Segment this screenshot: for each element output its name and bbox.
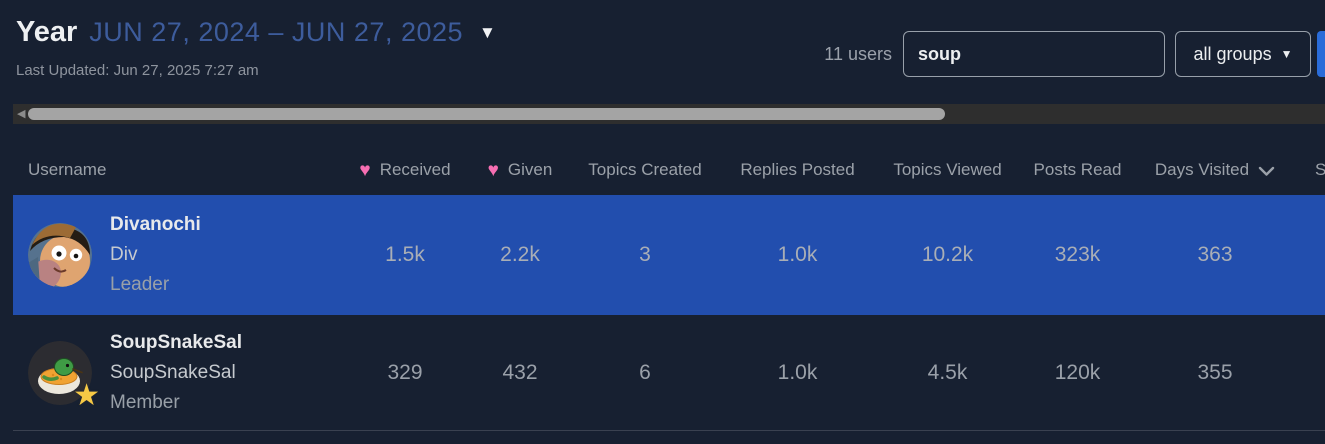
- user-identity: Divanochi Div Leader: [110, 210, 201, 300]
- column-header-likes-received[interactable]: ♥ Received: [359, 159, 451, 181]
- horizontal-scrollbar[interactable]: ◀: [13, 104, 1325, 124]
- username-link[interactable]: Divanochi: [110, 214, 201, 235]
- sort-chevron-down-icon: [1258, 166, 1275, 177]
- cell-topics-created: 6: [639, 360, 651, 384]
- user-title: Member: [110, 391, 180, 413]
- cell-likes-received: 329: [387, 360, 423, 384]
- scroll-left-arrow-icon[interactable]: ◀: [17, 108, 26, 120]
- period-selector[interactable]: Year JUN 27, 2024 – JUN 27, 2025 ▼: [16, 16, 496, 49]
- avatar[interactable]: ★: [28, 340, 100, 410]
- column-header-likes-given[interactable]: ♥ Given: [487, 159, 553, 181]
- caret-down-icon[interactable]: ▼: [479, 22, 496, 42]
- cell-posts-read: 323k: [1054, 243, 1101, 266]
- user-title: Leader: [110, 274, 170, 295]
- user-fullname: SoupSnakeSal: [110, 361, 236, 383]
- user-cell: Divanochi Div Leader: [13, 210, 340, 300]
- table-header-row: Username ♥ Received ♥ Given Topics Creat…: [13, 145, 1325, 195]
- title-area: Year JUN 27, 2024 – JUN 27, 2025 ▼ Last …: [16, 16, 496, 79]
- scrollbar-thumb[interactable]: [28, 108, 946, 120]
- column-header-topics-viewed[interactable]: Topics Viewed: [893, 160, 1002, 179]
- column-header-topics-created[interactable]: Topics Created: [588, 160, 702, 179]
- avatar-image-divanochi: [28, 223, 92, 287]
- cell-posts-read: 120k: [1054, 360, 1101, 384]
- cell-days-visited: 363: [1197, 243, 1233, 266]
- username-link[interactable]: SoupSnakeSal: [110, 331, 242, 353]
- cell-topics-viewed: 10.2k: [921, 243, 974, 266]
- cell-likes-given: 432: [502, 360, 538, 384]
- table-row[interactable]: Divanochi Div Leader 1.5k 2.2k 3 1.0k 10…: [13, 195, 1325, 315]
- table-viewport: Username ♥ Received ♥ Given Topics Creat…: [0, 145, 1325, 444]
- cell-likes-received: 1.5k: [385, 243, 425, 266]
- cell-days-visited: 355: [1197, 360, 1233, 384]
- groups-dropdown[interactable]: all groups ▼: [1175, 31, 1311, 77]
- table-row[interactable]: ★ SoupSnakeSal SoupSnakeSal Member 329 4…: [13, 315, 1325, 431]
- heart-icon: ♥: [359, 159, 371, 181]
- column-header-days-visited[interactable]: Days Visited: [1135, 160, 1295, 180]
- user-directory-table: Username ♥ Received ♥ Given Topics Creat…: [13, 145, 1325, 431]
- column-header-posts-read[interactable]: Posts Read: [1033, 160, 1122, 179]
- date-range: JUN 27, 2024 – JUN 27, 2025: [89, 17, 464, 47]
- user-identity: SoupSnakeSal SoupSnakeSal Member: [110, 328, 242, 418]
- avatar-image-soupsnakesal: [28, 340, 92, 405]
- user-cell: ★ SoupSnakeSal SoupSnakeSal Member: [13, 328, 340, 418]
- cell-topics-viewed: 4.5k: [927, 360, 968, 384]
- groups-dropdown-label: all groups: [1193, 43, 1272, 64]
- search-input[interactable]: [903, 31, 1165, 77]
- user-fullname: Div: [110, 244, 138, 265]
- page-title: Year: [16, 16, 78, 48]
- last-updated-text: Last Updated: Jun 27, 2025 7:27 am: [16, 62, 259, 79]
- avatar[interactable]: [28, 223, 92, 287]
- caret-down-icon: ▼: [1280, 47, 1293, 61]
- users-count: 11 users: [824, 43, 892, 64]
- cell-replies-posted: 1.0k: [777, 360, 818, 384]
- edge-clipped-button[interactable]: [1317, 31, 1325, 77]
- header-controls: 11 users all groups ▼: [824, 31, 1325, 77]
- cell-likes-given: 2.2k: [500, 243, 540, 266]
- column-header-solutions[interactable]: Solutions: [1315, 160, 1325, 179]
- column-header-replies-posted[interactable]: Replies Posted: [740, 160, 855, 179]
- star-flair-icon: ★: [73, 378, 100, 412]
- cell-topics-created: 3: [639, 243, 651, 266]
- cell-replies-posted: 1.0k: [777, 243, 818, 266]
- heart-icon: ♥: [487, 159, 499, 181]
- column-header-username[interactable]: Username: [28, 160, 107, 179]
